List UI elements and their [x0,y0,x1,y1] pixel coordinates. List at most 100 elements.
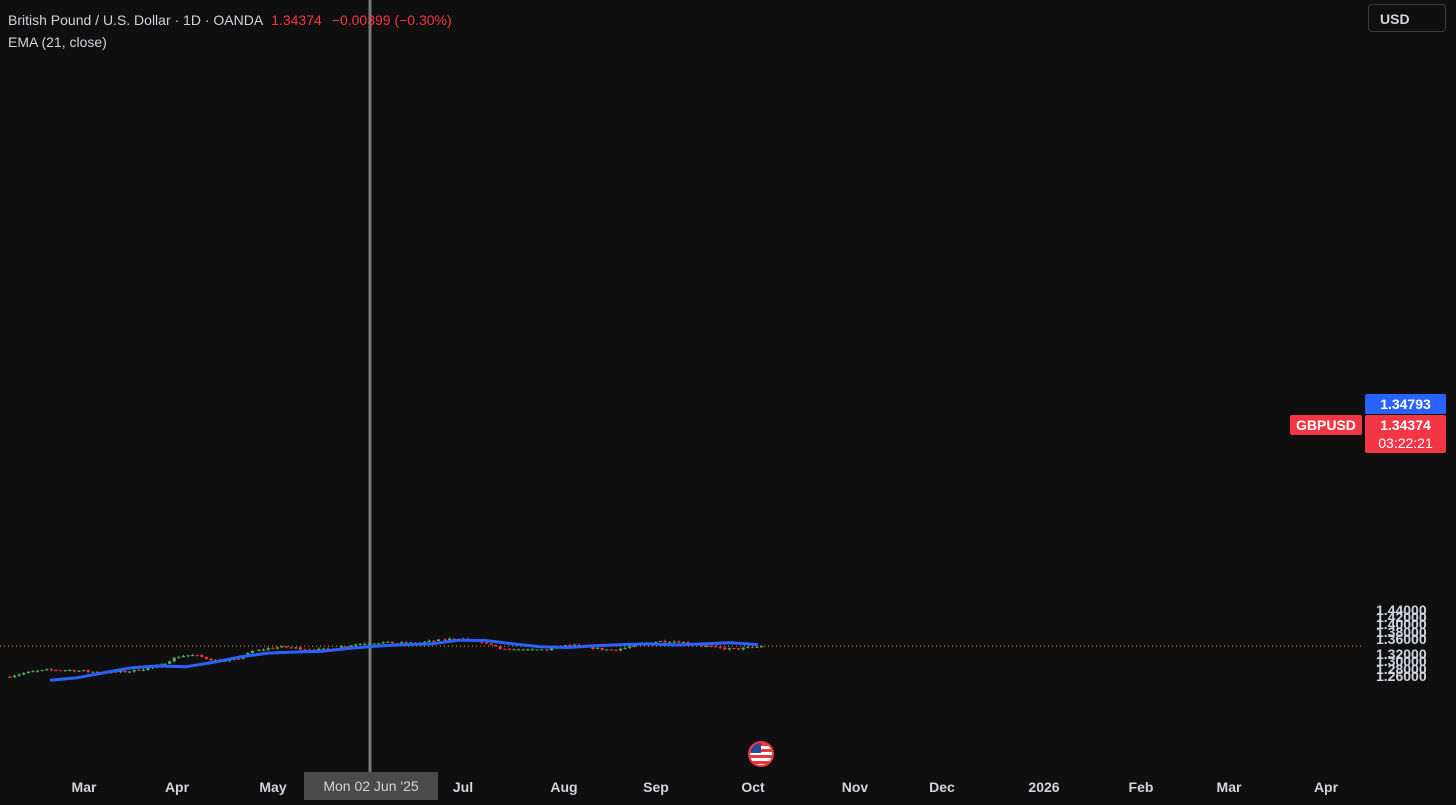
candle-body [512,649,516,651]
candle-body [404,642,408,644]
time-axis-label: Mar [71,779,97,795]
candle-body [141,669,145,671]
candle-body [448,638,452,641]
candle-body [321,648,325,650]
candle-body [195,655,199,657]
time-axis-label: Oct [741,779,765,795]
candle-body [681,642,685,644]
time-axis-label: Apr [1313,779,1339,795]
candle-body [95,671,99,673]
price-axis-label: 1.30000 [1376,653,1427,670]
time-axis-label: Mar [1216,779,1242,795]
price-axis-label: 1.36000 [1376,631,1427,648]
candle-body [340,646,344,649]
candle-body [423,641,427,643]
candle-body [303,649,307,651]
candle-body [390,641,394,644]
candle-body [530,649,534,651]
candle-body [137,669,141,671]
candle-body [573,644,577,646]
candle-body [358,643,362,645]
candle-body [443,639,447,641]
time-axis-label: 2026 [1028,779,1060,795]
last-price-value: 1.34374 [1380,417,1431,433]
candle-body [266,648,270,650]
candle-body [432,640,436,642]
candle-body [737,648,741,650]
candle-body [672,641,676,643]
candle-body [209,658,213,661]
candle-body [521,649,525,651]
us-flag-icon[interactable] [748,741,774,767]
candle-body [36,670,40,672]
candle-body [59,670,63,672]
candle-body [289,647,293,649]
candle-body [591,646,595,649]
candle-body [367,643,371,645]
time-axis-label: Jul [452,779,474,795]
candle-body [605,649,609,651]
price-axis-label: 1.38000 [1376,623,1427,640]
candle-body [517,649,521,651]
candle-body [507,649,511,651]
candle-body [181,655,185,658]
time-axis-label: May [259,779,287,795]
price-axis-label: 1.32000 [1376,645,1427,662]
candle-body [63,670,67,672]
candle-body [326,648,330,650]
candle-body [760,646,764,648]
candle-body [172,657,176,662]
candle-body [568,645,572,646]
candle-body [118,670,122,673]
candle-body [132,669,136,672]
candle-body [280,646,284,648]
candle-body [68,670,72,672]
candle-body [732,648,736,650]
candle-body [128,671,132,673]
candle-body [746,647,750,649]
time-axis-label: Aug [550,779,578,795]
last-price-tag: 1.34374 03:22:21 [1365,415,1446,453]
price-axis-label: 1.44000 [1376,601,1427,618]
bar-countdown: 03:22:21 [1378,435,1433,451]
candle-body [545,649,549,651]
symbol-price-tag: GBPUSD [1290,415,1362,435]
candle-body [146,667,150,670]
symbol-title[interactable]: British Pound / U.S. Dollar · 1D · OANDA [8,12,264,28]
candle-body [163,663,167,665]
candle-body [191,655,195,657]
candle-body [91,671,95,673]
candle-body [381,642,385,644]
candle-body [22,673,26,675]
currency-button[interactable]: USD [1368,4,1446,32]
candle-body [168,661,172,664]
candle-body [741,647,745,650]
candle-body [704,645,708,647]
candle-body [596,647,600,649]
candle-body [8,677,12,679]
candle-body [718,646,722,648]
candle-body [600,647,604,650]
candle-body [489,643,493,645]
candle-body [13,675,17,678]
candle-body [294,647,298,649]
candle-body [623,647,627,649]
candle-body [123,670,127,673]
candle-body [663,641,667,643]
candle-body [577,644,581,646]
candle-body [317,648,321,651]
candle-body [494,644,498,647]
candle-body [298,647,302,650]
candle-body [654,641,658,643]
indicator-legend[interactable]: EMA (21, close) [8,34,107,50]
candle-body [349,645,353,647]
candle-body [498,646,502,649]
candle-body [344,646,348,648]
candle-body [452,638,456,640]
candle-body [628,646,632,648]
candle-body [400,642,404,644]
candle-body [82,670,86,672]
candle-body [200,655,204,657]
price-axis-label: 1.28000 [1376,660,1427,677]
